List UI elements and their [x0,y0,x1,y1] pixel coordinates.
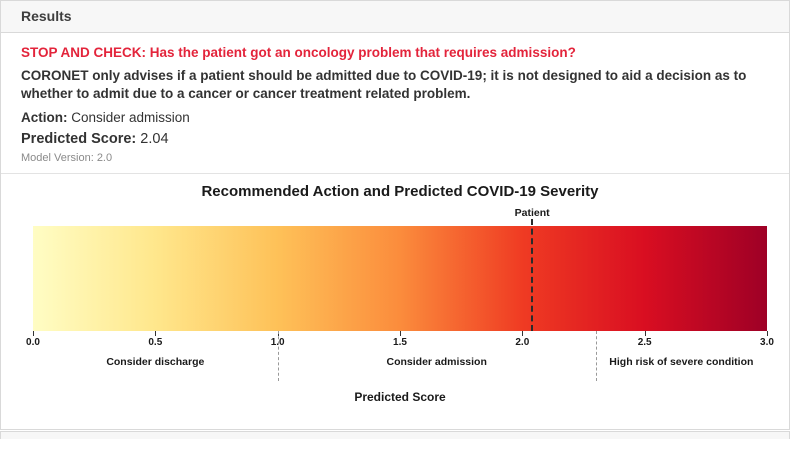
x-axis-tick [767,330,768,336]
results-section-header[interactable]: Results [1,1,789,33]
chart-title: Recommended Action and Predicted COVID-1… [201,182,599,200]
action-value: Consider admission [71,109,190,125]
x-axis-tick-label: 1.5 [393,336,407,348]
results-panel: Results STOP AND CHECK: Has the patient … [0,0,790,430]
predicted-score-value: 2.04 [140,130,169,147]
severity-gradient-bar [33,225,767,331]
zone-separator-line [277,330,279,381]
model-version: Model Version: 2.0 [21,151,113,164]
x-axis-tick-label: 3.0 [760,336,774,348]
predicted-score-label: Predicted Score: [21,130,137,147]
action-line: Action: Consider admission [21,110,769,125]
patient-marker-label: Patient [514,206,550,219]
action-label: Action: [21,109,68,125]
x-axis-tick-label: 2.0 [515,336,530,348]
x-axis-tick [155,330,157,336]
zone-label: Consider admission [386,355,487,368]
x-axis-tick [400,330,401,336]
stop-and-check-warning: STOP AND CHECK: Has the patient got an o… [21,45,576,60]
zone-separator-line [595,330,597,381]
next-section-header-partial[interactable] [0,430,790,439]
severity-chart: Recommended Action and Predicted COVID-1… [1,172,789,429]
zone-label: High risk of severe condition [609,355,754,368]
patient-marker-line [531,218,534,331]
coronet-advisory-text: CORONET only advises if a patient should… [21,68,747,101]
results-text-block: STOP AND CHECK: Has the patient got an o… [1,33,789,173]
predicted-score-line: Predicted Score: 2.04 [21,131,769,147]
x-axis-tick [644,330,646,336]
x-axis-tick-label: 2.5 [637,336,652,348]
x-axis-tick [522,330,524,336]
x-axis-tick [33,330,34,336]
x-axis-tick-label: 0.5 [148,336,163,348]
x-axis-tick-label: 0.0 [26,336,40,348]
x-axis-label: Predicted Score [354,389,446,404]
zone-label: Consider discharge [106,355,205,368]
